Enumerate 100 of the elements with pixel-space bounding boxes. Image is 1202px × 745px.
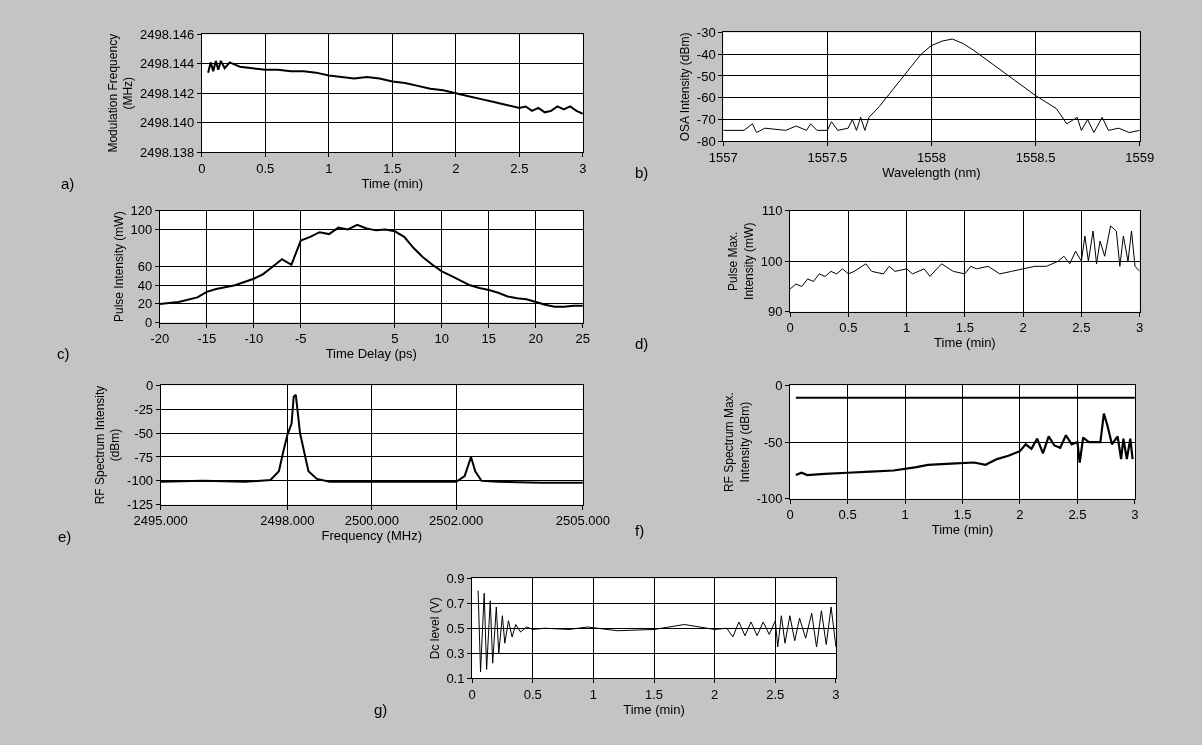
x-tick-label: 1.5 xyxy=(953,507,972,523)
x-tick-label: 2495.000 xyxy=(133,513,188,529)
x-axis-title: Time (min) xyxy=(623,701,685,717)
x-tick-label: 20 xyxy=(528,331,544,347)
y-tick-label: -100 xyxy=(756,491,783,507)
y-tick-label: -25 xyxy=(134,401,154,417)
y-tick-label: 2498.146 xyxy=(139,26,195,42)
x-tick-label: 2.5 xyxy=(1068,507,1087,523)
x-tick-label: 1.5 xyxy=(383,160,402,176)
y-tick-label: -60 xyxy=(696,90,716,106)
text: g) xyxy=(374,701,388,718)
y-axis-title: Pulse Intensity (mW) xyxy=(111,211,126,323)
text: a) xyxy=(61,175,75,192)
x-tick-label: 25 xyxy=(575,331,591,347)
x-tick-label: 1 xyxy=(589,686,597,702)
y-tick-label: -80 xyxy=(696,133,716,149)
y-tick-label: -75 xyxy=(134,449,154,465)
y-axis-title: RF Spectrum Intensity (dBm) xyxy=(92,385,123,505)
x-tick-label: 2.5 xyxy=(510,160,529,176)
x-tick-label: 2 xyxy=(1019,320,1027,336)
x-tick-label: 0 xyxy=(468,686,476,702)
y-tick-label: 0.3 xyxy=(446,645,465,661)
x-tick-label: 1.5 xyxy=(644,686,664,702)
x-tick-label: 1557.5 xyxy=(807,149,848,165)
text: e) xyxy=(58,528,72,545)
x-tick-label: 3 xyxy=(1131,507,1139,523)
y-tick-label: 0.1 xyxy=(446,670,465,686)
x-tick-label: 1558 xyxy=(917,149,946,165)
x-axis-title: Frequency (MHz) xyxy=(321,528,422,544)
x-tick-label: 0 xyxy=(786,320,794,336)
y-tick-label: 110 xyxy=(761,203,783,219)
x-tick-label: 2505.000 xyxy=(555,513,610,529)
y-tick-label: 60 xyxy=(137,259,153,275)
y-tick-label: 20 xyxy=(137,296,153,312)
x-tick-label: 0.5 xyxy=(523,686,542,702)
text: f) xyxy=(635,522,645,539)
y-tick-label: 100 xyxy=(130,221,153,237)
x-axis-title: Time (min) xyxy=(361,175,424,191)
y-tick-label: -40 xyxy=(696,46,716,62)
x-tick-label: -15 xyxy=(197,331,217,347)
y-tick-label: 100 xyxy=(760,253,783,269)
y-tick-label: -100 xyxy=(127,473,154,489)
x-axis-title: Time Delay (ps) xyxy=(325,346,417,362)
x-tick-label: -5 xyxy=(295,331,307,347)
text: b) xyxy=(635,164,649,181)
y-tick-label: 2498.142 xyxy=(139,85,195,101)
x-tick-label: 1 xyxy=(901,507,909,523)
y-axis-title: Modulation Frequency (MHz) xyxy=(105,33,136,153)
x-tick-label: 5 xyxy=(391,331,399,347)
y-tick-label: 0 xyxy=(775,377,783,393)
text: c) xyxy=(57,345,70,362)
y-tick-label: 90 xyxy=(768,304,783,320)
x-tick-label: -20 xyxy=(150,331,170,347)
x-tick-label: 1 xyxy=(325,160,333,176)
x-tick-label: 10 xyxy=(434,331,450,347)
x-tick-label: 2500.000 xyxy=(344,513,399,529)
x-tick-label: -10 xyxy=(244,331,264,347)
x-tick-label: 2502.000 xyxy=(429,513,484,529)
y-tick-label: 2498.138 xyxy=(139,144,195,160)
x-tick-label: 2 xyxy=(452,160,460,176)
x-tick-label: 1.5 xyxy=(955,320,974,336)
x-axis-title: Time (min) xyxy=(934,335,996,351)
y-tick-label: 0 xyxy=(145,377,154,393)
x-tick-label: 2.5 xyxy=(1072,320,1091,336)
text: d) xyxy=(635,335,649,352)
y-tick-label: 2498.144 xyxy=(139,56,195,72)
x-tick-label: 15 xyxy=(481,331,497,347)
x-tick-label: 2 xyxy=(711,686,719,702)
x-tick-label: 0.5 xyxy=(839,320,858,336)
x-tick-label: 1 xyxy=(903,320,911,336)
y-tick-label: 0.5 xyxy=(446,620,465,636)
x-tick-label: 0 xyxy=(198,160,206,176)
y-tick-label: 2498.140 xyxy=(139,115,195,131)
x-tick-label: 3 xyxy=(579,160,587,176)
y-tick-label: 0.9 xyxy=(446,570,465,586)
x-tick-label: 2 xyxy=(1016,507,1024,523)
y-tick-label: -50 xyxy=(696,68,716,84)
y-axis-title: Dc level (V) xyxy=(427,597,442,660)
x-tick-label: 0.5 xyxy=(838,507,857,523)
y-tick-label: -125 xyxy=(127,497,154,513)
y-tick-label: -70 xyxy=(696,112,716,128)
y-axis-title: OSA Intensity (dBm) xyxy=(678,32,693,142)
y-tick-label: 120 xyxy=(130,203,153,219)
x-tick-label: 1559 xyxy=(1125,149,1155,165)
y-tick-label: -50 xyxy=(134,425,154,441)
y-axis-title: RF Spectrum Max. Intensity (dBm) xyxy=(722,392,752,493)
x-axis-title: Wavelength (nm) xyxy=(882,164,981,180)
x-tick-label: 0 xyxy=(786,507,794,523)
x-tick-label: 0.5 xyxy=(256,160,275,176)
x-tick-label: 2.5 xyxy=(766,686,785,702)
x-tick-label: 3 xyxy=(832,686,840,702)
y-tick-label: -50 xyxy=(763,434,783,450)
x-tick-label: 1558.5 xyxy=(1015,149,1056,165)
x-tick-label: 2498.000 xyxy=(260,513,315,529)
y-tick-label: 40 xyxy=(137,277,153,293)
y-tick-label: 0.7 xyxy=(446,595,465,611)
x-tick-label: 1557 xyxy=(708,149,738,165)
x-axis-title: Time (min) xyxy=(931,522,994,538)
y-tick-label: -30 xyxy=(696,25,716,41)
x-tick-label: 3 xyxy=(1136,320,1144,336)
